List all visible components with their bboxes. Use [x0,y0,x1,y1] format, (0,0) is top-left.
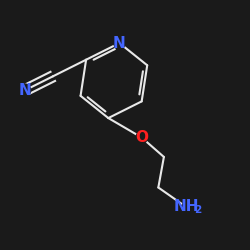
Text: NH: NH [173,200,199,214]
Text: 2: 2 [194,205,202,215]
Ellipse shape [182,201,197,213]
Ellipse shape [20,84,30,96]
Text: N: N [19,83,32,98]
Ellipse shape [114,37,125,49]
Ellipse shape [136,131,147,144]
Text: N: N [113,36,126,51]
Text: O: O [135,130,148,145]
